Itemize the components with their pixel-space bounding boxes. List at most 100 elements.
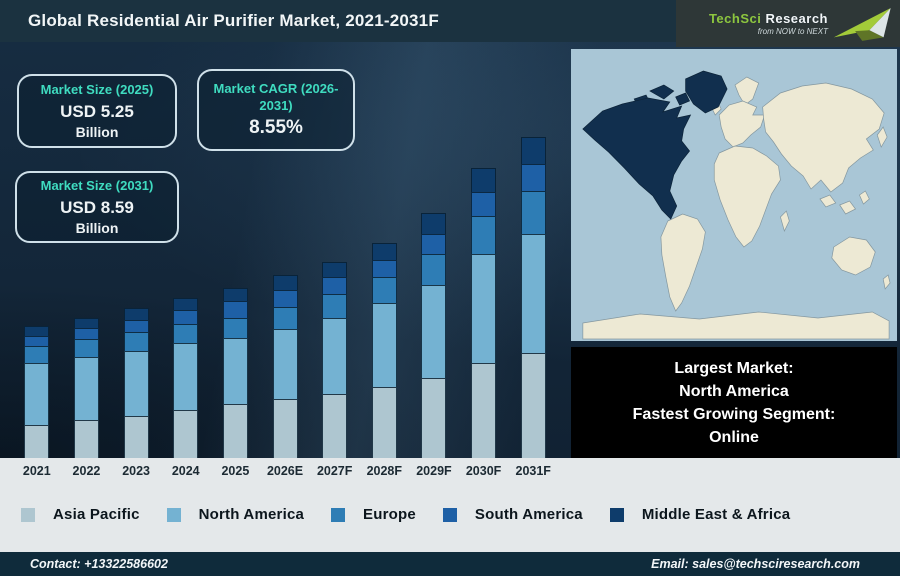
bar-segment bbox=[520, 234, 546, 353]
bar-segment bbox=[173, 324, 199, 343]
logo-tagline: from NOW to NEXT bbox=[757, 26, 828, 36]
bar-segment bbox=[322, 318, 348, 394]
bar-segment bbox=[421, 378, 447, 458]
legend-label: South America bbox=[474, 506, 583, 523]
bar-segment bbox=[371, 243, 397, 260]
bar-segment bbox=[123, 308, 149, 320]
header: Global Residential Air Purifier Market, … bbox=[0, 0, 900, 47]
bar-segment bbox=[272, 275, 298, 290]
page-title: Global Residential Air Purifier Market, … bbox=[28, 11, 439, 30]
bar-segment bbox=[222, 404, 248, 458]
x-axis-label: 2031F bbox=[515, 464, 551, 478]
techsci-logo: TechSci Research from NOW to NEXT bbox=[676, 0, 900, 47]
legend-item: Asia Pacific bbox=[21, 506, 140, 523]
bar-slot-2030F bbox=[459, 137, 509, 458]
bar-slot-2026E bbox=[260, 137, 310, 458]
bar-segment bbox=[322, 294, 348, 318]
bar-slot-2029F bbox=[409, 137, 459, 458]
bar-segment bbox=[421, 213, 447, 234]
callout-line: Fastest Growing Segment: bbox=[632, 405, 836, 423]
x-axis-label: 2023 bbox=[122, 464, 150, 478]
bar-segment bbox=[520, 353, 546, 458]
map-north-america-highlight bbox=[582, 70, 728, 220]
stacked-bar-2023 bbox=[123, 308, 149, 458]
x-axis-label: 2027F bbox=[316, 464, 353, 478]
legend-swatch-icon bbox=[21, 507, 35, 522]
callout-line: Online bbox=[709, 428, 759, 446]
bar-segment bbox=[173, 410, 199, 458]
x-axis-labels: 2021 2022 2023 2024 2025 2026E 2027F 2028F 2029F… bbox=[0, 458, 570, 484]
market-size-2031-value: USD 8.59 bbox=[60, 197, 134, 217]
bar-segment bbox=[471, 363, 497, 458]
bar-segment bbox=[222, 318, 248, 338]
bar-segment bbox=[24, 346, 50, 363]
legend-item: North America bbox=[166, 506, 304, 523]
chart-panel: Market Size (2025) USD 5.25 Billion Mark… bbox=[0, 42, 570, 458]
legend-label: Asia Pacific bbox=[53, 506, 140, 523]
bar-segment bbox=[371, 260, 397, 277]
stacked-bar-2026E bbox=[272, 275, 298, 458]
contact-info: Contact: +13322586602 bbox=[30, 557, 168, 571]
bar-segment bbox=[471, 254, 497, 363]
bar-slot-2027F bbox=[310, 137, 360, 458]
logo-brand-secondary: Research bbox=[765, 10, 828, 26]
market-cagr-label: Market CAGR (2026-2031) bbox=[213, 81, 339, 113]
bars bbox=[0, 137, 570, 458]
bar-segment bbox=[471, 192, 497, 216]
bar-slot-2025 bbox=[211, 137, 261, 458]
stacked-bar-2027F bbox=[322, 262, 348, 458]
email-info: Email: sales@techsciresearch.com bbox=[651, 557, 860, 571]
callout-line: Largest Market: bbox=[674, 359, 794, 377]
bar-slot-2028F bbox=[359, 137, 409, 458]
bottom-band: 2021 2022 2023 2024 2025 2026E 2027F 2028F 2029F… bbox=[0, 458, 900, 552]
bar-segment bbox=[421, 285, 447, 378]
bar-segment bbox=[73, 357, 99, 420]
bar-segment bbox=[173, 298, 199, 310]
bar-slot-2031F bbox=[508, 137, 558, 458]
logo-arrow-icon bbox=[833, 7, 891, 41]
legend-swatch-icon bbox=[442, 507, 457, 522]
right-panel: Largest Market: North America Fastest Gr… bbox=[570, 42, 900, 458]
legend-swatch-icon bbox=[331, 507, 346, 522]
bar-segment bbox=[73, 318, 99, 328]
bar-segment bbox=[471, 168, 497, 192]
bar-segment bbox=[520, 137, 546, 164]
stacked-bar-2028F bbox=[371, 243, 397, 458]
bar-segment bbox=[24, 425, 50, 458]
bar-segment bbox=[371, 303, 397, 387]
world-map bbox=[571, 49, 897, 341]
market-size-2025-label: Market Size (2025) bbox=[40, 82, 154, 98]
bar-segment bbox=[222, 301, 248, 318]
bar-segment bbox=[24, 336, 50, 346]
legend-item: Middle East & Africa bbox=[609, 506, 791, 523]
x-axis-label: 2022 bbox=[72, 464, 101, 478]
callout-line: North America bbox=[679, 382, 789, 400]
main-area: Market Size (2025) USD 5.25 Billion Mark… bbox=[0, 42, 900, 458]
bar-slot-2023 bbox=[111, 137, 161, 458]
legend-item: Europe bbox=[331, 506, 416, 523]
legend-label: Middle East & Africa bbox=[641, 506, 791, 523]
x-axis-label: 2021 bbox=[22, 464, 51, 478]
bar-segment bbox=[73, 339, 99, 357]
bar-segment bbox=[371, 387, 397, 458]
x-axis-label: 2025 bbox=[221, 464, 250, 478]
world-map-svg bbox=[571, 49, 897, 341]
bar-segment bbox=[173, 343, 199, 410]
bar-segment bbox=[272, 307, 298, 329]
legend-swatch-icon bbox=[166, 507, 181, 522]
bar-segment bbox=[272, 290, 298, 307]
market-size-2031-label: Market Size (2031) bbox=[40, 178, 154, 194]
bar-segment bbox=[24, 326, 50, 336]
bar-segment bbox=[421, 254, 447, 285]
bar-segment bbox=[73, 328, 99, 339]
stacked-bar-2031F bbox=[520, 137, 546, 458]
logo-brand-primary: TechSci bbox=[708, 10, 762, 26]
x-axis-label: 2028F bbox=[366, 464, 403, 478]
bar-segment bbox=[73, 420, 99, 458]
bar-segment bbox=[123, 332, 149, 351]
bar-segment bbox=[520, 164, 546, 191]
market-size-2031-box: Market Size (2031) USD 8.59 Billion bbox=[15, 171, 179, 243]
market-cagr-value: 8.55% bbox=[249, 116, 303, 138]
bar-segment bbox=[371, 277, 397, 303]
